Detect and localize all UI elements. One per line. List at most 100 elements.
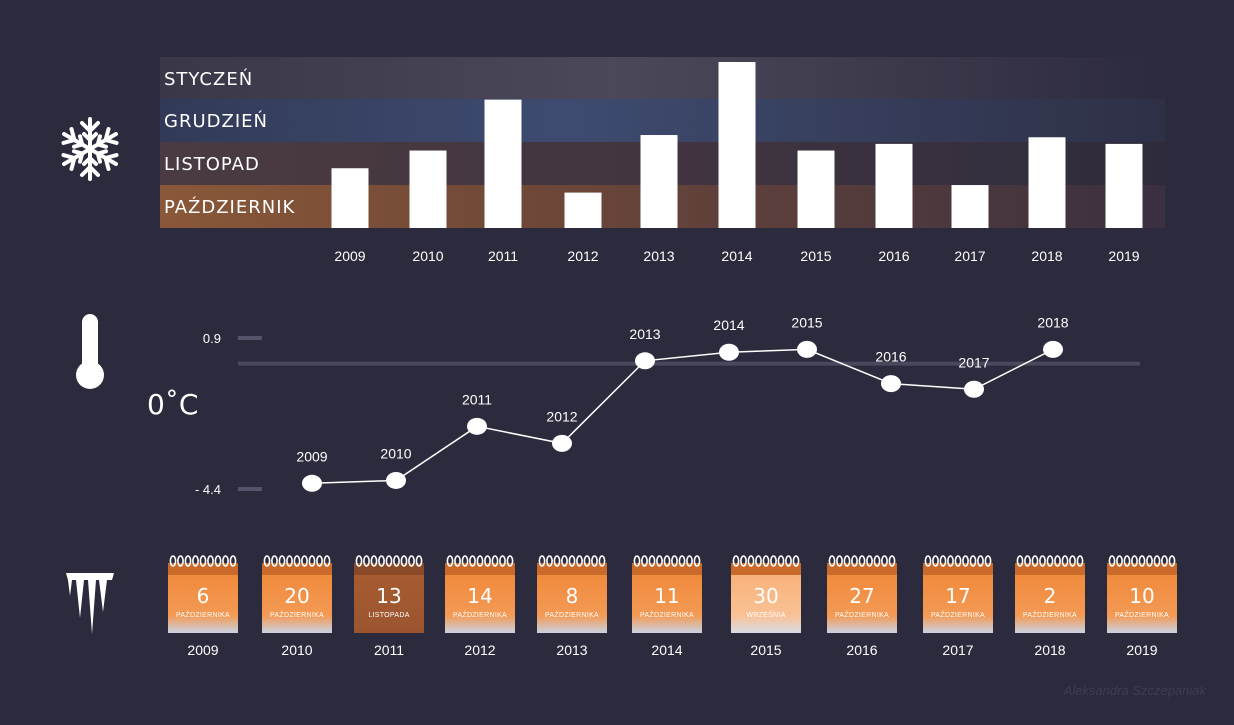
bar-year-label: 2010 [412, 248, 443, 264]
calendar-ring [192, 555, 199, 567]
calendar-year: 2017 [942, 642, 973, 658]
thermometer-icon [76, 314, 104, 389]
calendar-ring [378, 555, 385, 567]
calendar-body [923, 575, 993, 633]
calendar-ring [962, 555, 969, 567]
unit-label: 0˚C [147, 388, 198, 421]
point-label: 2015 [791, 314, 822, 330]
y-tick-label: - 4.4 [195, 482, 221, 497]
calendar-body [1107, 575, 1177, 633]
calendar-ring [732, 555, 740, 567]
calendar-ring [506, 555, 514, 567]
zero-reference-line [238, 361, 1140, 366]
calendar-header [354, 563, 424, 575]
bar-series [331, 62, 1143, 228]
calendar-year: 2009 [187, 642, 218, 658]
calendar-ring [641, 555, 648, 567]
calendar-body [354, 575, 424, 633]
calendar-ring [454, 555, 461, 567]
band-label: LISTOPAD [164, 154, 260, 175]
calendar-day: 10 [1129, 584, 1154, 608]
calendar-ring [1069, 555, 1076, 567]
point-2014 [719, 343, 739, 361]
calendar-ring [484, 555, 491, 567]
bar-2017 [951, 185, 989, 228]
calendar-day: 8 [566, 584, 579, 608]
calendar-ring [598, 555, 606, 567]
calendar-body [262, 575, 332, 633]
calendar-ring [370, 555, 378, 567]
bar-year-label: 2015 [800, 248, 831, 264]
point-2017 [964, 380, 984, 398]
bar-year-labels: 2009 2010 2011 2012 2013 2014 2015 2016 2017 2018… [334, 248, 1139, 264]
calendar-ring [355, 555, 363, 567]
bar-year-label: 2014 [721, 248, 752, 264]
author-credit: Aleksandra Szczepaniak [1063, 683, 1208, 698]
calendar-header [1107, 563, 1177, 575]
calendar-ring [663, 555, 671, 567]
calendar-ring [954, 555, 962, 567]
calendar-year: 2018 [1034, 642, 1065, 658]
calendar-ring [214, 555, 222, 567]
y-tick-label: 0.9 [203, 331, 221, 346]
point-2012 [552, 434, 572, 452]
calendar-ring [939, 555, 947, 567]
calendar-2014: 11 PAŹDZIERNIKA 2014 [632, 555, 702, 658]
bar-year-label: 2019 [1108, 248, 1139, 264]
calendar-body [1015, 575, 1085, 633]
bar-year-label: 2009 [334, 248, 365, 264]
calendar-header [445, 563, 515, 575]
calendar-month: PAŹDZIERNIKA [176, 610, 230, 619]
bar-2010 [409, 150, 447, 228]
calendar-ring [1161, 555, 1168, 567]
calendar-ring [286, 555, 293, 567]
band-label: STYCZEŃ [164, 68, 253, 90]
calendar-ring [762, 555, 770, 567]
calendar-ring [308, 555, 316, 567]
calendar-header [632, 563, 702, 575]
calendar-ring [858, 555, 866, 567]
calendar-day: 2 [1044, 584, 1057, 608]
calendar-ring [207, 555, 214, 567]
calendar-body [537, 575, 607, 633]
calendar-month: PAŹDZIERNIKA [1115, 610, 1169, 619]
calendar-month: LISTOPADA [368, 612, 409, 619]
band-1 [160, 99, 1165, 142]
calendar-ring [263, 555, 271, 567]
calendar-year: 2015 [750, 642, 781, 658]
bar-year-label: 2017 [954, 248, 985, 264]
calendar-day: 27 [849, 584, 874, 608]
calendar-ring [836, 555, 843, 567]
calendar-year: 2011 [374, 642, 404, 658]
calendar-day: 20 [284, 584, 309, 608]
calendar-ring [984, 555, 992, 567]
point-label: 2014 [713, 317, 744, 333]
calendar-ring [977, 555, 984, 567]
calendar-ring [740, 555, 747, 567]
calendar-year: 2012 [464, 642, 495, 658]
point-2009 [302, 474, 322, 492]
y-tick-mark [238, 487, 262, 491]
calendar-ring [656, 555, 663, 567]
calendar-2009: 6 PAŹDZIERNIKA 2009 [168, 555, 238, 658]
calendar-body [632, 575, 702, 633]
calendar-2013: 8 PAŹDZIERNIKA 2013 [537, 555, 607, 658]
calendar-ring [969, 555, 977, 567]
icicles-icon [66, 573, 114, 634]
calendar-ring [686, 555, 693, 567]
calendar-ring [1153, 555, 1161, 567]
bar-2009 [331, 168, 369, 228]
calendar-ring [583, 555, 591, 567]
calendar-day: 30 [753, 584, 778, 608]
band-label: GRUDZIEŃ [164, 110, 268, 132]
calendar-2019: 10 PAŹDZIERNIKA 2019 [1107, 555, 1177, 658]
calendar-2011: 13 LISTOPADA 2011 [354, 555, 424, 658]
calendar-ring [591, 555, 598, 567]
calendar-ring [461, 555, 469, 567]
calendar-ring [881, 555, 888, 567]
calendar-ring [499, 555, 506, 567]
calendar-year: 2019 [1126, 642, 1157, 658]
calendar-header [923, 563, 993, 575]
calendar-month: PAŹDZIERNIKA [931, 610, 985, 619]
